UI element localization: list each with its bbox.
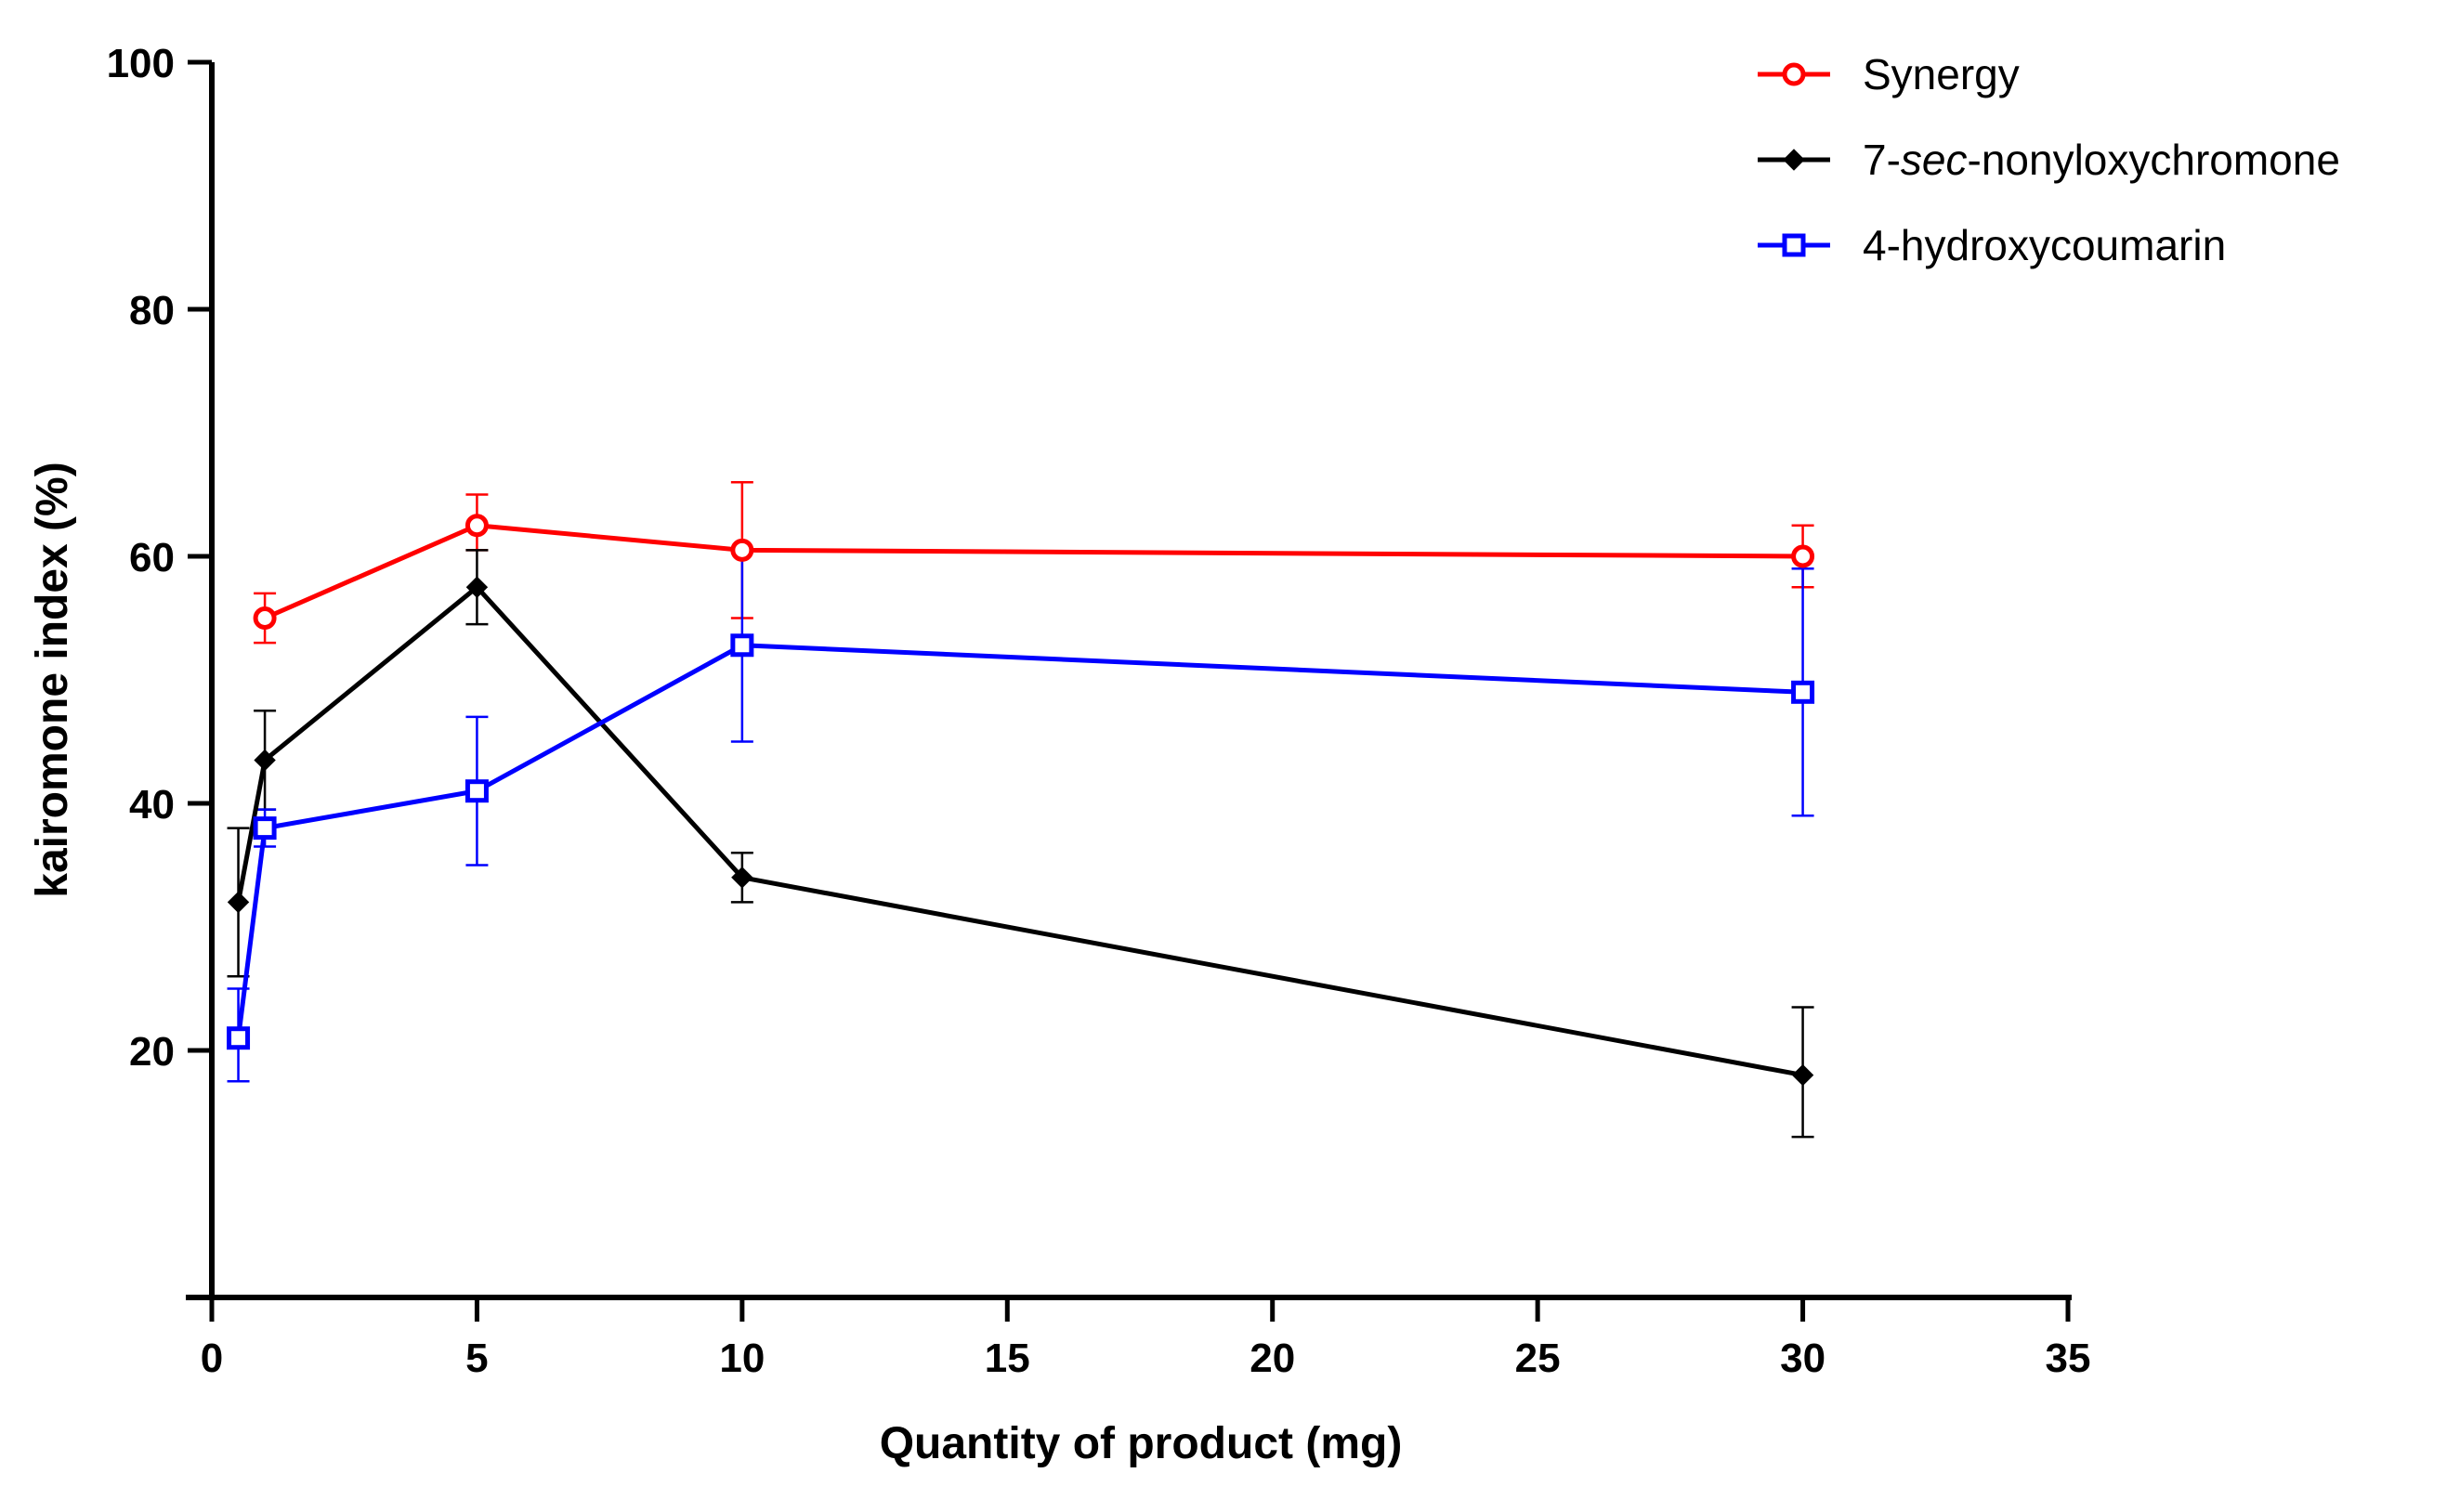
y-tick-label: 80 bbox=[129, 288, 175, 333]
x-tick-label: 0 bbox=[201, 1336, 223, 1381]
x-tick-label: 25 bbox=[1515, 1336, 1561, 1381]
4-hydroxycoumarin-point bbox=[1791, 680, 1815, 704]
ticks: 0 5 10 15 20 25 30 35 20 40 60 80 100 bbox=[107, 41, 2091, 1381]
x-tick-label: 30 bbox=[1780, 1336, 1825, 1381]
synergy-line bbox=[264, 523, 1803, 620]
x-tick-label: 15 bbox=[985, 1336, 1030, 1381]
error-bars bbox=[227, 480, 1814, 1139]
7-sec-nonyloxychromone-legend-marker bbox=[1783, 149, 1805, 171]
4-hydroxycoumarin-point bbox=[730, 633, 754, 658]
axes bbox=[186, 62, 2072, 1300]
y-tick-label: 100 bbox=[107, 41, 175, 86]
7-sec-nonyloxychromone-point bbox=[1791, 1063, 1814, 1087]
7-sec-nonyloxychromone-legend-label: 7-sec-nonyloxychromone bbox=[1863, 136, 2340, 184]
y-tick-label: 60 bbox=[129, 535, 175, 580]
synergy-point bbox=[253, 606, 277, 630]
legend: Synergy 7-sec-nonyloxychromone 4-hydroxyco… bbox=[1758, 50, 2340, 269]
4-hydroxycoumarin-legend-label: 4-hydroxycoumarin bbox=[1863, 221, 2226, 269]
4-hydroxycoumarin-point bbox=[253, 816, 277, 841]
x-tick-label: 10 bbox=[719, 1336, 765, 1381]
synergy-legend-marker bbox=[1782, 62, 1806, 86]
7-sec-nonyloxychromone-point bbox=[465, 576, 489, 598]
y-axis-title: kairomone index (%) bbox=[28, 462, 77, 897]
synergy-point bbox=[1791, 544, 1815, 568]
7-sec-nonyloxychromone-point bbox=[227, 891, 250, 914]
x-tick-label: 35 bbox=[2046, 1336, 2091, 1381]
x-tick-label: 5 bbox=[465, 1336, 488, 1381]
4-hydroxycoumarin-legend-marker bbox=[1782, 233, 1806, 257]
synergy-point bbox=[465, 514, 489, 538]
4-hydroxycoumarin-line bbox=[236, 643, 1803, 1039]
series-markers bbox=[227, 514, 1815, 1087]
synergy-point bbox=[730, 538, 754, 562]
y-tick-label: 20 bbox=[129, 1029, 175, 1075]
x-axis-title: Quantity of product (mg) bbox=[880, 1419, 1403, 1468]
4-hydroxycoumarin-point bbox=[227, 1026, 251, 1050]
7-sec-nonyloxychromone-point bbox=[731, 867, 753, 889]
y-tick-label: 40 bbox=[129, 782, 175, 828]
synergy-legend-label: Synergy bbox=[1863, 50, 2020, 98]
x-tick-label: 20 bbox=[1250, 1336, 1295, 1381]
7-sec-nonyloxychromone-point bbox=[254, 749, 276, 772]
7-sec-nonyloxychromone-line bbox=[236, 584, 1804, 1078]
4-hydroxycoumarin-point bbox=[465, 779, 489, 803]
